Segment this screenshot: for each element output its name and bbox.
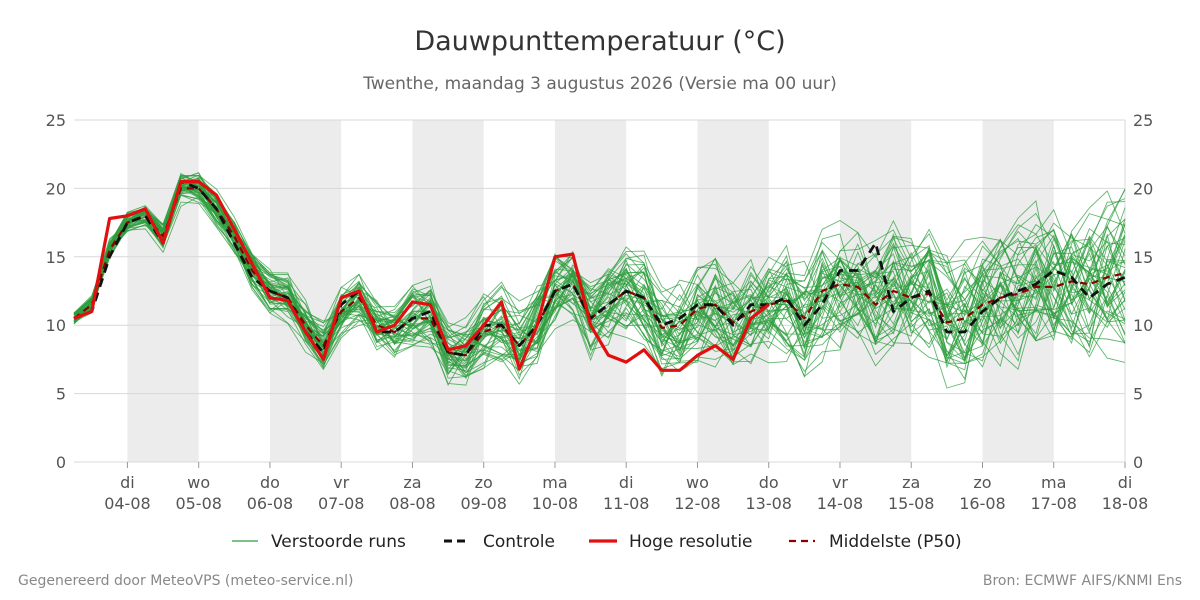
x-tick-date: 14-08 xyxy=(817,494,864,513)
x-tick-date: 15-08 xyxy=(888,494,935,513)
x-tick-date: 16-08 xyxy=(959,494,1006,513)
x-tick-day: za xyxy=(902,473,920,492)
ensemble-run-line xyxy=(73,189,1126,360)
y-tick-label-left: 20 xyxy=(46,179,66,198)
shade-band xyxy=(412,120,484,462)
x-tick-day: vr xyxy=(333,473,349,492)
y-tick-label-right: 0 xyxy=(1133,453,1143,472)
shade-band xyxy=(269,120,342,462)
footer-generator: Gegenereerd door MeteoVPS (meteo-service… xyxy=(18,573,353,589)
ensemble-run-line xyxy=(73,181,1126,364)
legend-label-median: Middelste (P50) xyxy=(829,532,962,552)
chart-subtitle: Twenthe, maandag 3 augustus 2026 (Versie… xyxy=(362,74,837,94)
x-tick-date: 12-08 xyxy=(674,494,721,513)
y-tick-label-left: 10 xyxy=(46,316,66,335)
y-tick-label-right: 5 xyxy=(1133,385,1143,404)
y-tick-label-left: 25 xyxy=(46,111,66,130)
x-tick-day: di xyxy=(120,473,135,492)
x-tick-date: 17-08 xyxy=(1030,494,1077,513)
x-tick-day: do xyxy=(260,473,280,492)
x-tick-day: di xyxy=(619,473,634,492)
series-line-controle xyxy=(73,180,1126,357)
footer-source: Bron: ECMWF AIFS/KNMI Ens xyxy=(983,573,1182,589)
y-tick-label-left: 5 xyxy=(56,385,66,404)
y-tick-label-right: 15 xyxy=(1133,248,1153,267)
legend-label-high-res: Hoge resolutie xyxy=(629,532,753,552)
x-tick-date: 09-08 xyxy=(460,494,507,513)
y-tick-label-left: 0 xyxy=(56,453,66,472)
y-tick-label-right: 20 xyxy=(1133,179,1153,198)
y-tick-label-left: 15 xyxy=(46,248,66,267)
x-tick-day: ma xyxy=(1041,473,1066,492)
ensemble-run-line xyxy=(73,189,1126,356)
x-tick-day: vr xyxy=(832,473,848,492)
y-axis-ticks: 0 0 5 5 10 10 15 15 20 20 25 25 xyxy=(46,111,1154,472)
y-tick-label-right: 10 xyxy=(1133,316,1153,335)
chart-title: Dauwpunttemperatuur (°C) xyxy=(414,26,785,57)
x-tick-day: do xyxy=(759,473,779,492)
legend-label-control: Controle xyxy=(483,532,555,552)
x-tick-date: 07-08 xyxy=(318,494,365,513)
legend-label-perturbed: Verstoorde runs xyxy=(271,532,406,552)
x-tick-day: zo xyxy=(973,473,991,492)
x-tick-date: 13-08 xyxy=(745,494,792,513)
ensemble-run-line xyxy=(73,177,1126,371)
x-tick-day: wo xyxy=(686,473,709,492)
shade-band xyxy=(127,120,199,462)
x-tick-date: 18-08 xyxy=(1102,494,1149,513)
x-tick-date: 05-08 xyxy=(175,494,222,513)
y-tick-label-right: 25 xyxy=(1133,111,1153,130)
x-tick-day: za xyxy=(403,473,421,492)
x-tick-day: wo xyxy=(187,473,210,492)
legend: Verstoorde runs Controle Hoge resolutie … xyxy=(232,532,962,552)
x-tick-day: di xyxy=(1118,473,1133,492)
x-axis-ticks: di 04-08 wo 05-08 do 06-08 vr 07-08 za 08-08 zo 09-… xyxy=(104,462,1148,513)
x-tick-date: 10-08 xyxy=(532,494,579,513)
series-line-hoge-resolutie xyxy=(73,180,770,372)
x-tick-date: 04-08 xyxy=(104,494,151,513)
x-tick-date: 08-08 xyxy=(389,494,436,513)
x-tick-date: 06-08 xyxy=(247,494,294,513)
x-tick-day: ma xyxy=(542,473,567,492)
ensemble-run-line xyxy=(73,172,1126,381)
main-series xyxy=(73,180,1126,372)
x-tick-day: zo xyxy=(475,473,493,492)
x-tick-date: 11-08 xyxy=(603,494,650,513)
